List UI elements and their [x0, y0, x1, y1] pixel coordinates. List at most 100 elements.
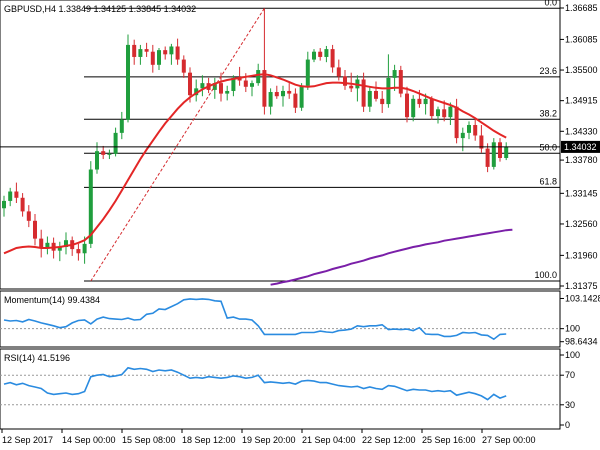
candle-body	[256, 70, 261, 84]
candle-body	[163, 50, 168, 55]
candle-body	[188, 72, 192, 96]
candle-body	[479, 135, 484, 149]
candle-body	[101, 151, 106, 155]
momentum-tick-label: 98.6434	[565, 337, 598, 347]
momentum-tick-label: 103.1428	[565, 293, 600, 303]
momentum-panel: Momentum(14) 99.4384 103.1428 100 98.6434	[0, 290, 600, 348]
candle-body	[312, 51, 316, 60]
candle-body	[82, 243, 87, 254]
candle-body	[417, 98, 422, 105]
candle-body	[436, 109, 440, 117]
rsi-tick-label: 30	[565, 400, 575, 410]
rsi-panel: RSI(14) 41.5196 100 70 30 0	[0, 348, 580, 430]
price-tick-label: 1.34915	[565, 96, 598, 106]
candle-body	[200, 83, 205, 89]
price-tick-label: 1.31960	[565, 250, 598, 260]
candle-body	[349, 85, 354, 89]
candle-body	[343, 76, 347, 86]
fibonacci-label: 38.2	[539, 108, 557, 118]
candle-body	[305, 59, 310, 86]
rsi-title: RSI(14) 41.5196	[4, 353, 70, 363]
price-tick-label: 1.32560	[565, 219, 598, 229]
candle-body	[14, 191, 19, 198]
candle-body	[491, 142, 496, 167]
time-tick-label: 18 Sep 12:00	[182, 435, 236, 445]
candle-body	[498, 142, 502, 158]
price-tick-label: 1.33780	[565, 155, 598, 165]
price-tick-label: 1.34330	[565, 126, 598, 136]
momentum-panel-frame	[0, 290, 561, 348]
candle-body	[45, 242, 50, 249]
candle-body	[504, 147, 509, 158]
candle-body	[448, 106, 453, 118]
trend-line	[90, 7, 265, 282]
candle-body	[169, 46, 174, 55]
time-tick-label: 14 Sep 00:00	[62, 435, 116, 445]
candle-body	[225, 90, 230, 94]
candle-body	[64, 240, 68, 247]
candle-body	[411, 98, 416, 118]
time-tick-label: 21 Sep 04:00	[302, 435, 356, 445]
candle-body	[26, 211, 31, 221]
rsi-reference-lines	[0, 374, 560, 406]
candle-body	[126, 44, 130, 120]
candle-body	[157, 50, 161, 65]
fibonacci-label: 61.8	[539, 176, 557, 186]
candle-body	[231, 77, 236, 91]
rsi-panel-frame	[0, 348, 561, 430]
price-tick-label: 1.35500	[565, 65, 598, 75]
main-panel-frame	[0, 0, 561, 290]
price-axis: 1.36685 1.36085 1.35500 1.34915 1.34330 1.337…	[560, 3, 598, 291]
candle-body	[423, 98, 428, 105]
candle-body	[150, 51, 155, 65]
candle-body	[367, 90, 372, 107]
moving-average-red	[3, 73, 507, 255]
time-tick-label: 15 Sep 08:00	[122, 435, 176, 445]
candle-body	[405, 93, 409, 118]
current-price-box	[561, 140, 600, 153]
moving-average-purple	[270, 228, 513, 286]
rsi-tick-label: 100	[565, 350, 580, 360]
candle-body	[88, 169, 93, 244]
candle-body	[175, 46, 180, 60]
candle-body	[268, 92, 273, 107]
candle-body	[386, 77, 391, 105]
candle-body	[119, 119, 124, 133]
candle-body	[392, 70, 397, 78]
price-tick-label: 1.33145	[565, 188, 598, 198]
candle-body	[144, 49, 149, 52]
candle-body	[194, 88, 199, 96]
candle-body	[274, 92, 279, 97]
candle-body	[330, 49, 335, 68]
candle-body	[39, 238, 44, 249]
rsi-line	[3, 366, 507, 401]
candle-body	[398, 70, 403, 94]
fibonacci-label: 100.0	[534, 270, 557, 280]
candle-body	[113, 132, 118, 154]
candle-body	[33, 220, 37, 239]
time-axis: 12 Sep 2017 14 Sep 00:00 15 Sep 08:00 18 Se…	[1, 429, 536, 445]
rsi-axis: 100 70 30 0	[560, 350, 580, 430]
price-tick-label: 1.36085	[565, 34, 598, 44]
candle-body	[2, 200, 6, 209]
fibonacci-label: 23.6	[539, 66, 557, 76]
current-price-label: 1.34032	[564, 142, 597, 152]
candle-body	[299, 85, 304, 108]
candle-body	[324, 49, 329, 57]
candle-body	[467, 125, 471, 133]
candle-body	[318, 51, 323, 57]
candle-body	[429, 98, 434, 117]
time-tick-label: 19 Sep 20:00	[242, 435, 296, 445]
candle-body	[138, 49, 143, 57]
price-tick-label: 1.31375	[565, 281, 598, 291]
candle-body	[20, 197, 25, 212]
time-tick-label: 27 Sep 00:00	[482, 435, 536, 445]
rsi-tick-label: 70	[565, 370, 575, 380]
momentum-tick-label: 100	[565, 324, 580, 334]
candle-body	[250, 83, 254, 87]
candle-body	[95, 151, 99, 170]
candle-body	[380, 98, 385, 105]
momentum-line	[3, 298, 507, 341]
